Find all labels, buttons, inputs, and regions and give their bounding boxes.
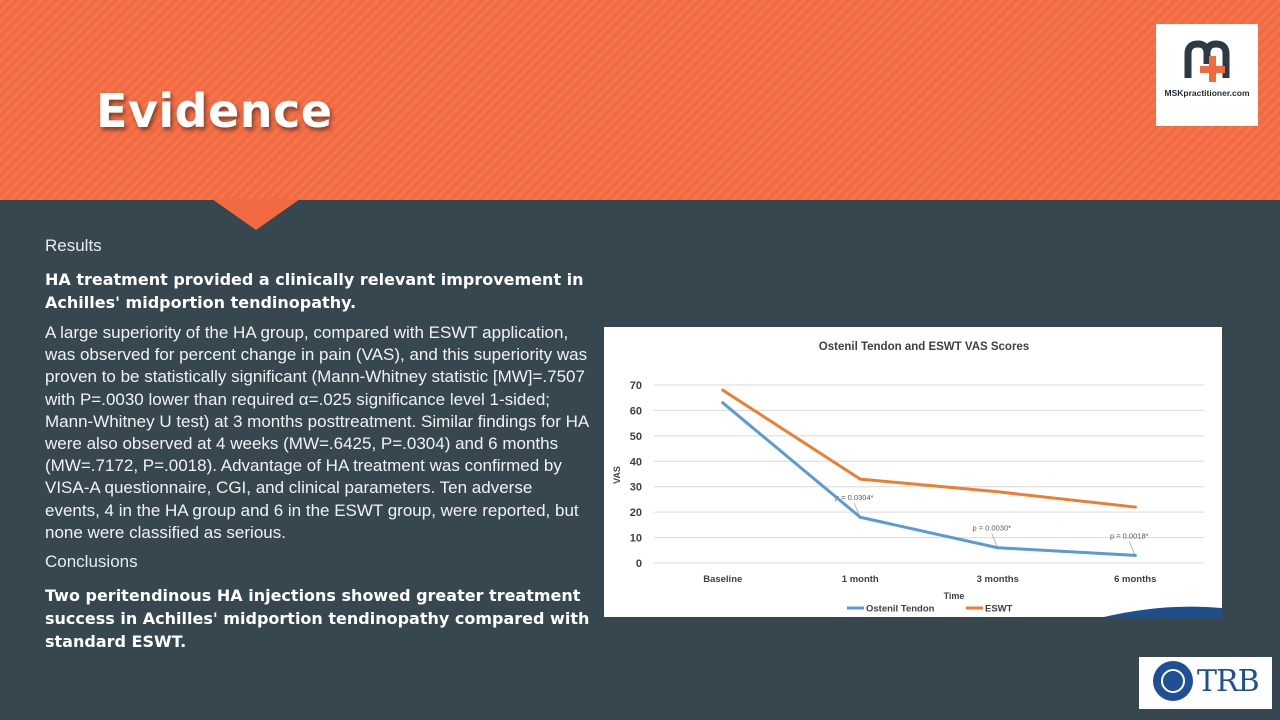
data-point — [1133, 505, 1137, 509]
trb-emblem-ring-icon — [1161, 669, 1185, 693]
data-point — [996, 546, 1000, 550]
annotation-leader — [1128, 541, 1136, 556]
msk-logo-mark-icon — [1184, 40, 1230, 82]
x-tick-label: 1 month — [842, 574, 879, 585]
data-point — [721, 401, 725, 405]
y-axis-label: VAS — [612, 466, 622, 484]
legend-label: Ostenil Tendon — [866, 604, 935, 615]
data-point — [996, 490, 1000, 494]
msk-logo-text: MSKpractitioner.com — [1164, 88, 1250, 98]
slide-body: Results HA treatment provided a clinical… — [45, 236, 590, 653]
x-tick-label: 6 months — [1114, 574, 1156, 585]
chart-title: Ostenil Tendon and ESWT VAS Scores — [819, 341, 1029, 353]
trb-logo: TRB — [1139, 657, 1272, 709]
series-line-ostenil-tendon — [721, 401, 1137, 557]
conclusions-body: Two peritendinous HA injections showed g… — [45, 586, 590, 652]
vas-chart: Ostenil Tendon and ESWT VAS Scores VAS T… — [604, 327, 1222, 617]
msk-practitioner-logo: MSKpractitioner.com — [1156, 24, 1258, 126]
vas-chart-svg: Ostenil Tendon and ESWT VAS Scores VAS T… — [612, 341, 1222, 617]
results-body: A large superiority of the HA group, com… — [45, 323, 589, 542]
y-tick-label: 10 — [630, 533, 642, 545]
y-tick-label: 0 — [636, 558, 642, 570]
y-tick-label: 20 — [630, 507, 642, 519]
chart-corner-decoration — [1104, 606, 1222, 617]
slide-title: Evidence — [96, 84, 333, 138]
series-line-eswt — [721, 388, 1137, 509]
trb-logo-text: TRB — [1197, 664, 1260, 699]
y-tick-label: 70 — [630, 380, 642, 392]
results-headline: HA treatment provided a clinically relev… — [45, 270, 584, 312]
p-value-annotation: p = 0.0304* — [835, 493, 874, 502]
conclusions-label: Conclusions — [45, 552, 138, 572]
y-tick-label: 50 — [630, 431, 642, 443]
p-value-annotation: p = 0.0030* — [972, 524, 1011, 533]
y-tick-label: 40 — [630, 456, 642, 468]
header-banner — [0, 0, 1280, 200]
header-notch — [212, 199, 300, 230]
p-value-annotation: p = 0.0018* — [1110, 531, 1149, 540]
y-tick-label: 60 — [630, 405, 642, 417]
x-tick-label: Baseline — [703, 574, 742, 585]
annotation-leader — [991, 533, 999, 548]
legend-label: ESWT — [985, 604, 1013, 615]
y-tick-label: 30 — [630, 482, 642, 494]
data-point — [721, 388, 725, 392]
data-point — [858, 515, 862, 519]
results-label: Results — [45, 236, 102, 255]
data-point — [1133, 553, 1137, 557]
x-axis-label: Time — [944, 591, 965, 601]
data-point — [858, 477, 862, 481]
x-tick-label: 3 months — [977, 574, 1019, 585]
